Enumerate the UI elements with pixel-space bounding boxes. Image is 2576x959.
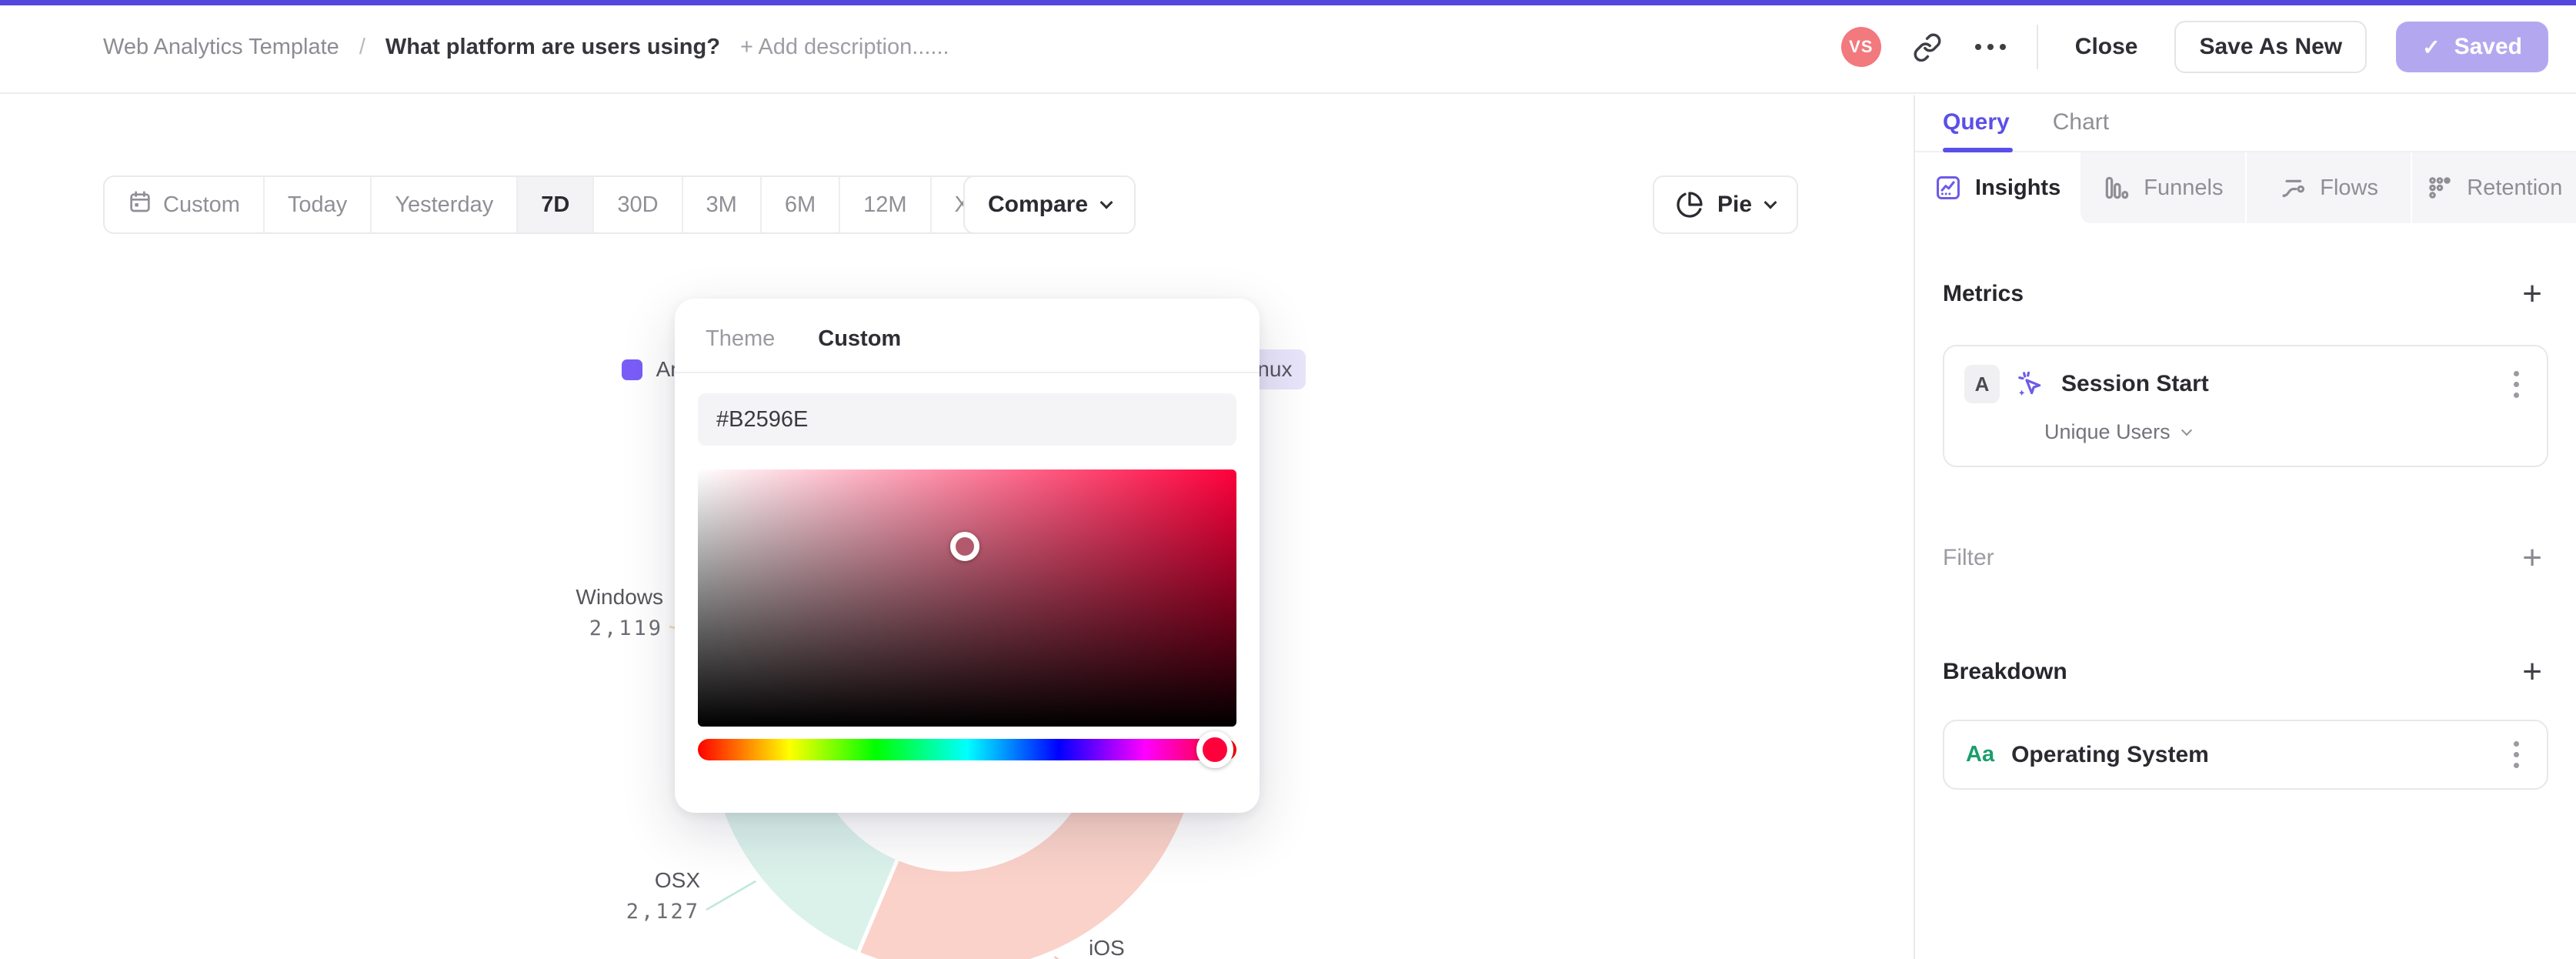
breakdown-card: Aa Operating System <box>1943 720 2548 790</box>
range-12m[interactable]: 12M <box>840 177 932 232</box>
tab-chart[interactable]: Chart <box>2052 109 2110 135</box>
query-sidebar: Query Chart Insights Funnels Flows Retentio… <box>1914 95 2576 959</box>
page-title[interactable]: What platform are users using? <box>385 34 720 59</box>
metrics-title: Metrics <box>1943 281 2024 306</box>
avatar[interactable]: VS <box>1840 27 1881 67</box>
slice-label-windows: Windows 2,119 <box>576 585 663 640</box>
filter-title: Filter <box>1943 545 1994 570</box>
breakdown-section: Breakdown + Aa Operating System <box>1915 652 2576 790</box>
metric-kebab-menu[interactable] <box>2506 366 2527 403</box>
range-today[interactable]: Today <box>265 177 372 232</box>
add-description-button[interactable]: + Add description...... <box>739 34 949 59</box>
saturation-value-handle[interactable] <box>949 532 979 562</box>
hue-slider-thumb[interactable] <box>1196 731 1233 768</box>
chevron-down-icon <box>1763 195 1777 209</box>
top-bar: Web Analytics Template / What platform a… <box>0 0 2576 94</box>
metric-name[interactable]: Session Start <box>2061 371 2209 396</box>
tab-retention[interactable]: Retention <box>2410 152 2576 223</box>
add-metric-button[interactable]: + <box>2522 275 2542 312</box>
tab-label: Retention <box>2467 175 2563 200</box>
hue-slider[interactable] <box>698 731 1236 768</box>
range-6m[interactable]: 6M <box>762 177 841 232</box>
color-picker-tabs: Theme Custom <box>675 299 1260 373</box>
hex-color-input[interactable]: #B2596E <box>698 393 1236 446</box>
calendar-icon <box>128 189 152 220</box>
add-breakdown-button[interactable]: + <box>2522 653 2542 690</box>
flows-icon <box>2278 173 2307 202</box>
pie-slice-ios[interactable] <box>855 772 1190 959</box>
tab-custom[interactable]: Custom <box>818 326 902 351</box>
range-7d[interactable]: 7D <box>518 177 595 232</box>
chevron-down-icon <box>1099 195 1113 209</box>
more-options-icon[interactable] <box>1974 30 2007 64</box>
header-divider <box>2036 25 2038 69</box>
breadcrumb-separator: / <box>359 34 365 59</box>
breadcrumb: Web Analytics Template / What platform a… <box>103 0 949 94</box>
funnels-icon <box>2102 173 2131 202</box>
measure-dropdown[interactable]: Unique Users <box>2044 420 2527 444</box>
session-start-icon <box>2018 371 2041 396</box>
top-accent-bar <box>0 0 2576 5</box>
tab-label: Funnels <box>2144 175 2224 200</box>
breakdown-name[interactable]: Operating System <box>2011 741 2209 767</box>
range-custom[interactable]: Custom <box>105 177 265 232</box>
slice-label-osx: OSX 2,127 <box>626 868 700 924</box>
slice-label-ios: iOS3,402 <box>1089 936 1125 959</box>
series-letter-badge: A <box>1964 365 2000 403</box>
retention-icon <box>2425 173 2454 202</box>
tab-theme[interactable]: Theme <box>706 326 776 351</box>
tab-insights[interactable]: Insights <box>1915 152 2080 223</box>
share-link-icon[interactable] <box>1910 30 1944 64</box>
save-as-new-button[interactable]: Save As New <box>2174 21 2367 73</box>
tab-funnels[interactable]: Funnels <box>2079 152 2245 223</box>
analysis-type-tabs: Insights Funnels Flows Retention <box>1915 152 2576 223</box>
chart-canvas: CustomTodayYesterday7D30D3M6M12MXTD Comp… <box>0 95 1914 959</box>
close-button[interactable]: Close <box>2074 34 2138 59</box>
metric-card: A Session Start Unique Users <box>1943 345 2548 467</box>
metrics-section: Metrics + A Session Start <box>1915 274 2576 467</box>
tab-label: Insights <box>1975 175 2061 200</box>
compare-button[interactable]: Compare <box>963 175 1136 234</box>
tab-label: Flows <box>2320 175 2378 200</box>
callout-connector-osx <box>706 880 756 911</box>
range-yesterday[interactable]: Yesterday <box>372 177 519 232</box>
date-range-segmented-control: CustomTodayYesterday7D30D3M6M12MXTD <box>103 175 1044 234</box>
saved-button[interactable]: ✓ Saved <box>2396 22 2548 72</box>
chart-type-button[interactable]: Pie <box>1652 175 1798 234</box>
add-filter-button[interactable]: + <box>2522 539 2542 576</box>
breakdown-kebab-menu[interactable] <box>2506 737 2527 773</box>
legend-swatch <box>621 359 642 380</box>
range-30d[interactable]: 30D <box>594 177 683 232</box>
tab-flows[interactable]: Flows <box>2244 152 2411 223</box>
breakdown-title: Breakdown <box>1943 659 2067 684</box>
breadcrumb-root-link[interactable]: Web Analytics Template <box>103 34 339 59</box>
color-picker-popup: Theme Custom #B2596E <box>675 299 1260 813</box>
insights-icon <box>1934 173 1963 202</box>
sidebar-tabs: Query Chart <box>1915 95 2576 152</box>
filter-section: Filter + <box>1915 538 2576 578</box>
saturation-value-area[interactable] <box>698 469 1236 727</box>
chevron-down-icon <box>2181 424 2192 436</box>
chart-toolbar: CustomTodayYesterday7D30D3M6M12MXTD Comp… <box>103 175 1883 234</box>
pie-chart-icon <box>1677 192 1703 218</box>
check-icon: ✓ <box>2422 35 2441 59</box>
string-property-badge: Aa <box>1966 742 1995 767</box>
range-3m[interactable]: 3M <box>683 177 762 232</box>
header-actions: VS Close Save As New ✓ Saved <box>1840 0 2548 94</box>
tab-query[interactable]: Query <box>1943 109 2013 152</box>
